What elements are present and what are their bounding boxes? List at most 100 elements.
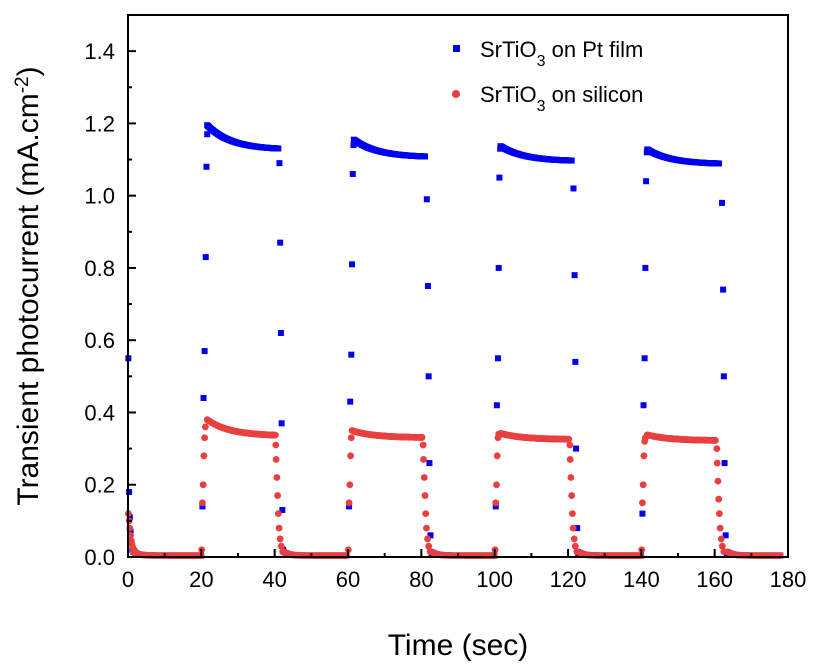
data-point xyxy=(201,348,208,355)
data-point xyxy=(566,441,574,449)
data-point xyxy=(418,434,426,441)
data-point xyxy=(349,261,356,268)
data-point xyxy=(494,355,501,362)
data-point xyxy=(273,474,281,481)
data-point xyxy=(713,459,721,467)
legend: SrTiO3 on Pt film SrTiO3 on silicon xyxy=(452,37,643,115)
data-point xyxy=(126,488,133,495)
data-point xyxy=(426,460,433,467)
data-point xyxy=(495,264,502,271)
data-point xyxy=(199,499,206,507)
data-point xyxy=(422,510,430,518)
data-point xyxy=(571,272,578,279)
data-point xyxy=(568,157,575,164)
data-point xyxy=(419,441,427,449)
legend-marker-silicon xyxy=(452,90,460,98)
x-tick-label: 180 xyxy=(770,567,807,592)
data-point xyxy=(493,402,500,409)
data-point xyxy=(718,542,726,550)
data-point xyxy=(639,481,647,489)
data-point xyxy=(126,514,133,521)
data-point xyxy=(277,239,284,246)
series-pt-film xyxy=(125,122,784,559)
data-point xyxy=(347,452,354,460)
data-point xyxy=(279,548,287,555)
data-point xyxy=(493,481,500,489)
data-point xyxy=(570,535,578,543)
data-point xyxy=(567,474,575,481)
legend-entry-pt-film: SrTiO3 on Pt film xyxy=(480,37,643,70)
data-point xyxy=(275,524,283,532)
data-point xyxy=(722,532,729,539)
y-tick-label: 0.2 xyxy=(84,473,115,498)
y-tick-label: 0.8 xyxy=(84,256,115,281)
data-point xyxy=(717,535,725,543)
axis-ticks: 0 20 40 60 80 100 120 140 160 180 0.0 0.2 0.4 0.6 0.8 1… xyxy=(84,14,807,592)
data-point xyxy=(350,142,357,149)
data-point xyxy=(426,548,434,555)
data-point xyxy=(571,542,579,550)
data-point xyxy=(420,474,428,481)
y-tick-label: 1.2 xyxy=(84,111,115,136)
data-point xyxy=(203,163,210,170)
y-tick-label: 1.4 xyxy=(84,39,115,64)
data-point xyxy=(425,373,432,380)
data-point xyxy=(200,452,208,460)
data-point xyxy=(639,510,646,517)
data-point xyxy=(424,283,431,289)
data-point xyxy=(200,395,207,402)
data-point xyxy=(712,436,719,444)
x-tick-label: 140 xyxy=(623,567,660,592)
data-point xyxy=(420,456,427,463)
data-point xyxy=(565,435,573,443)
data-point xyxy=(574,525,581,532)
data-point xyxy=(277,542,285,550)
y-tick-label: 0.6 xyxy=(84,328,115,353)
data-point xyxy=(715,495,723,503)
data-point xyxy=(496,174,503,181)
data-point xyxy=(348,351,355,358)
data-point xyxy=(640,452,648,460)
data-point xyxy=(274,510,282,518)
data-point xyxy=(641,355,648,362)
data-point xyxy=(349,170,356,177)
data-point xyxy=(276,535,284,543)
y-axis-title-main: Transient photocurrent (mA.cm xyxy=(12,93,45,505)
legend-entry-silicon: SrTiO3 on silicon xyxy=(480,82,643,115)
x-tick-label: 0 xyxy=(122,567,134,592)
data-point xyxy=(568,492,576,499)
data-point xyxy=(716,510,723,518)
data-point xyxy=(643,178,650,185)
data-point xyxy=(201,423,209,431)
data-point xyxy=(719,199,725,206)
data-point xyxy=(346,503,353,510)
data-point xyxy=(569,524,577,532)
data-point xyxy=(275,145,282,152)
data-point xyxy=(201,434,209,442)
data-point xyxy=(278,420,285,427)
data-point xyxy=(492,499,500,507)
data-point xyxy=(572,358,579,365)
data-point xyxy=(720,373,727,380)
data-point xyxy=(425,542,433,550)
data-point xyxy=(277,329,284,336)
y-axis-title: Transient photocurrent (mA.cm-2) xyxy=(12,66,46,505)
data-point xyxy=(639,499,646,507)
data-point xyxy=(279,507,286,514)
data-point xyxy=(716,160,723,167)
data-point xyxy=(272,441,280,449)
data-point xyxy=(423,196,430,203)
data-point xyxy=(716,524,724,532)
data-point xyxy=(492,503,499,510)
x-tick-label: 80 xyxy=(409,567,433,592)
data-point xyxy=(272,431,279,439)
data-point xyxy=(424,535,431,543)
data-point xyxy=(713,445,721,452)
data-point xyxy=(573,548,581,555)
x-tick-label: 20 xyxy=(189,567,213,592)
data-point xyxy=(720,548,728,555)
data-point xyxy=(566,456,574,463)
x-tick-label: 40 xyxy=(262,567,286,592)
data-point xyxy=(721,460,728,467)
y-tick-label: 0.4 xyxy=(84,400,115,425)
